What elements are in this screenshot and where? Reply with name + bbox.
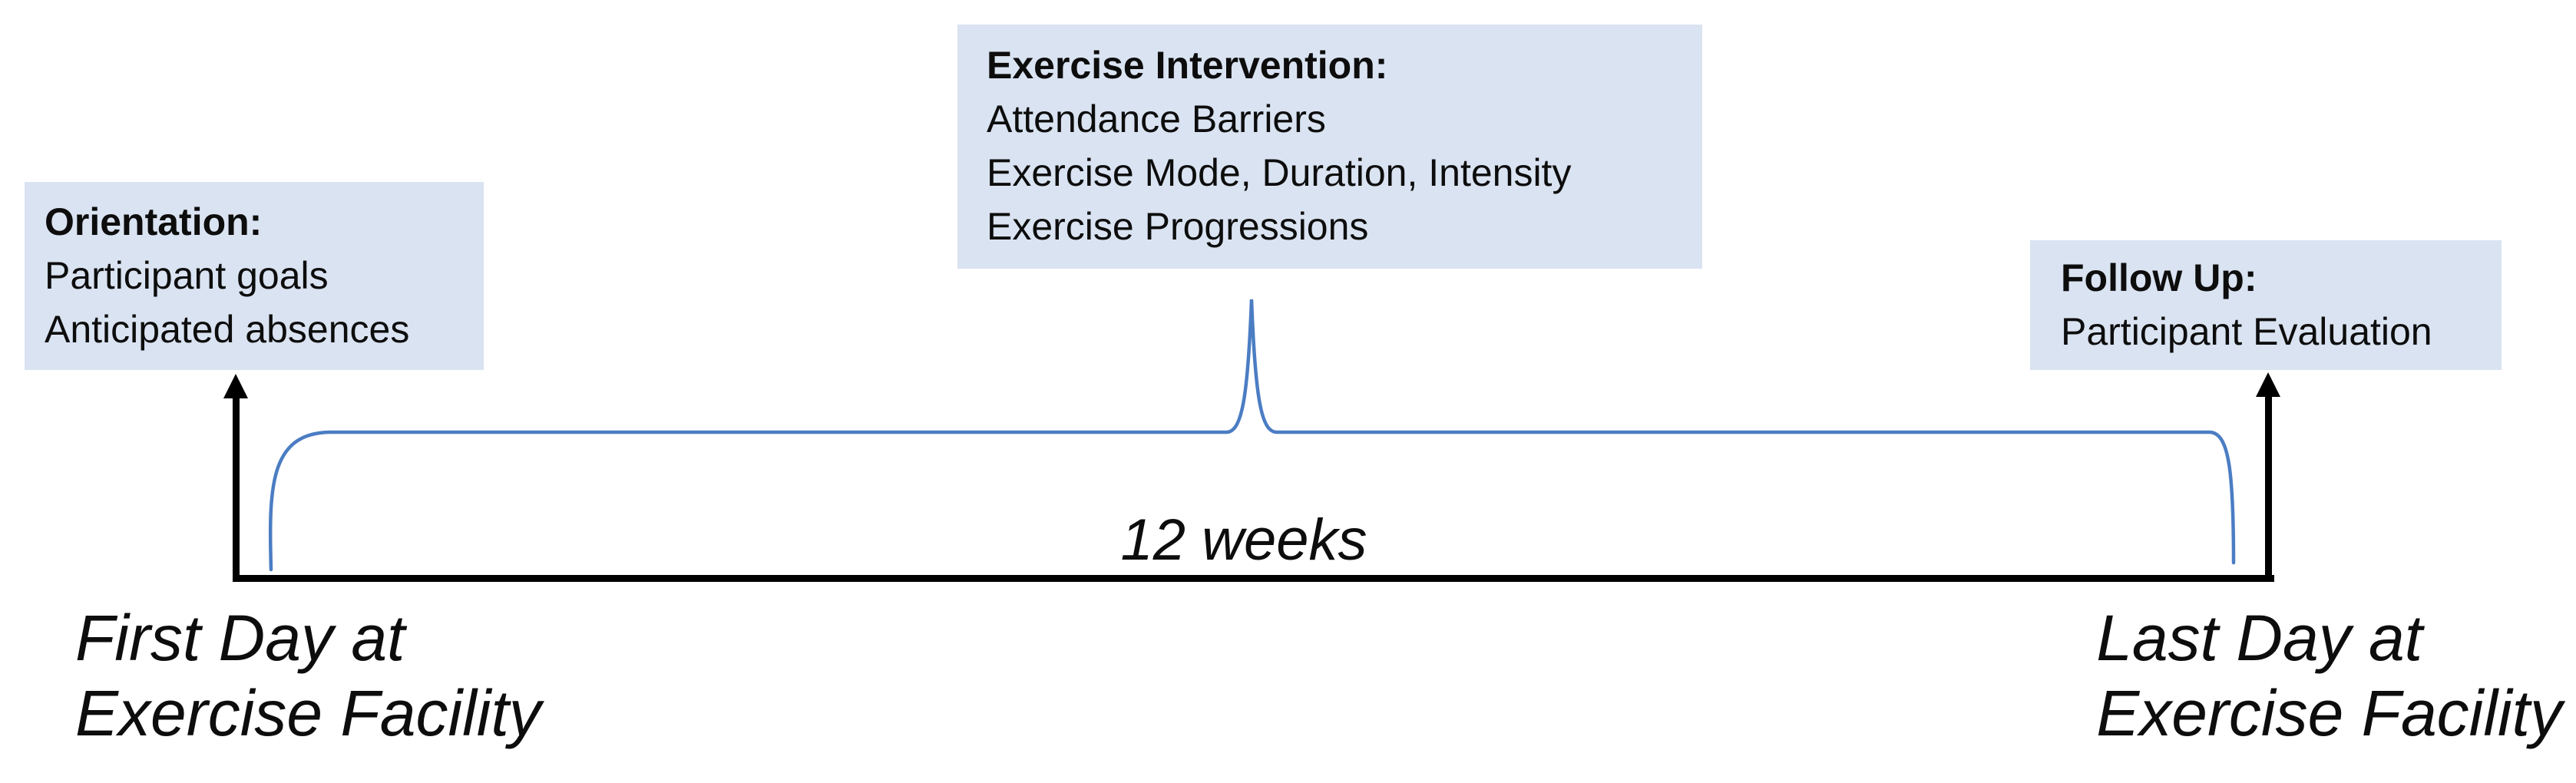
timeline-start-label: First Day at Exercise Facility bbox=[75, 600, 541, 751]
follow-up-line: Participant Evaluation bbox=[2061, 310, 2432, 353]
orientation-line: Anticipated absences bbox=[45, 308, 410, 351]
duration-label: 12 weeks bbox=[1120, 507, 1367, 573]
orientation-title: Orientation: bbox=[45, 200, 263, 243]
right-up-arrowhead-icon bbox=[2256, 372, 2280, 397]
orientation-line: Participant goals bbox=[45, 254, 329, 297]
exercise-intervention-line: Exercise Progressions bbox=[987, 205, 1369, 248]
follow-up-box: Follow Up: Participant Evaluation bbox=[2030, 240, 2502, 370]
timeline-end-label-line1: Last Day at bbox=[2096, 602, 2423, 674]
exercise-intervention-line: Attendance Barriers bbox=[987, 97, 1326, 140]
left-up-arrowhead-icon bbox=[223, 374, 248, 398]
timeline-start-label-line1: First Day at bbox=[75, 602, 405, 674]
exercise-intervention-line: Exercise Mode, Duration, Intensity bbox=[987, 151, 1572, 194]
timeline-line bbox=[233, 575, 2274, 582]
left-up-arrow-icon bbox=[233, 395, 240, 578]
follow-up-title: Follow Up: bbox=[2061, 256, 2257, 299]
orientation-box: Orientation: Participant goals Anticipat… bbox=[25, 182, 484, 370]
right-up-arrow-icon bbox=[2265, 393, 2272, 578]
timeline-start-label-line2: Exercise Facility bbox=[75, 677, 541, 749]
exercise-intervention-box: Exercise Intervention: Attendance Barrie… bbox=[957, 25, 1702, 269]
timeline-end-label-line2: Exercise Facility bbox=[2096, 677, 2562, 749]
timeline-end-label: Last Day at Exercise Facility bbox=[2096, 600, 2562, 751]
exercise-intervention-title: Exercise Intervention: bbox=[987, 44, 1388, 87]
